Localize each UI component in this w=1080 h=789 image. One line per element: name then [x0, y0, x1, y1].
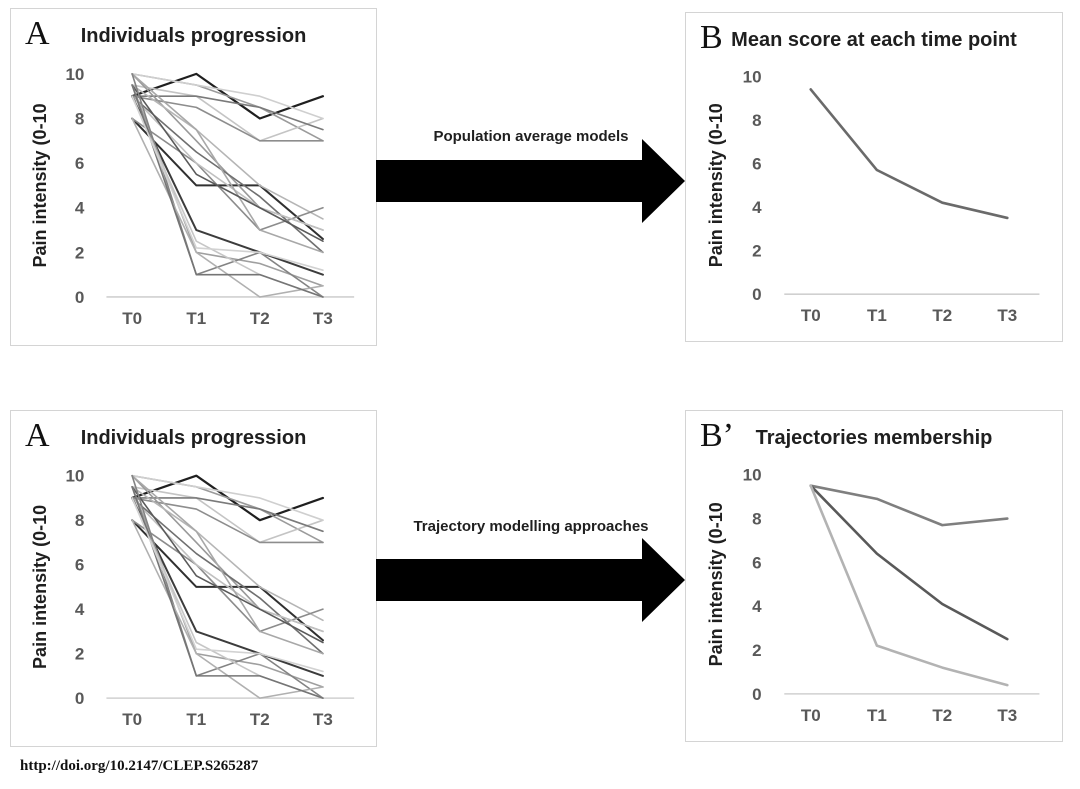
- y-tick-label: 8: [752, 111, 761, 130]
- series-line: [809, 484, 1009, 527]
- x-tick-label: T1: [867, 706, 887, 725]
- y-tick-label: 8: [75, 511, 84, 530]
- y-tick-label: 4: [752, 198, 762, 217]
- series-line: [131, 117, 324, 298]
- series-line: [131, 95, 324, 276]
- panel-mean-score: B Mean score at each time point 0 2 4 6 8 10 T…: [685, 12, 1063, 342]
- y-tick-label: 2: [752, 641, 761, 660]
- x-tick-label: T0: [122, 710, 142, 729]
- x-tick-label: T0: [801, 306, 821, 325]
- x-tick-label: T0: [801, 706, 821, 725]
- panel-title: Trajectories membership: [755, 427, 993, 449]
- y-tick-label: 6: [75, 154, 84, 173]
- panel-trajectories: B’ Trajectories membership 0 2 4 6 8 10 T0 T1 T2…: [685, 410, 1063, 742]
- y-tick-label: 8: [75, 110, 84, 129]
- x-tick-label: T3: [997, 306, 1017, 325]
- panel-letter: B: [700, 19, 723, 56]
- spaghetti-line-chart: 0 2 4 6 8 10 T0 T1 T2 T3 Pain intensity (0-10: [30, 65, 355, 328]
- y-tick-label: 4: [75, 600, 85, 619]
- y-axis-title: Pain intensity (0-10: [706, 103, 726, 267]
- series-line: [131, 84, 324, 142]
- panel-title: Mean score at each time point: [731, 29, 1017, 51]
- trajectories-line-chart: 0 2 4 6 8 10 T0 T1 T2 T3 Pain intensity (0-10: [706, 466, 1040, 725]
- series-line: [809, 484, 1009, 687]
- series-line: [131, 496, 324, 677]
- arrow-label: Population average models: [433, 128, 629, 145]
- y-tick-label: 10: [743, 466, 762, 485]
- y-tick-label: 2: [752, 242, 761, 261]
- panel-letter: B’: [700, 417, 734, 454]
- y-tick-label: 2: [75, 243, 84, 262]
- right-arrow-icon: [376, 139, 685, 223]
- arrow-population-average: Population average models: [376, 128, 686, 228]
- series-line: [131, 486, 324, 699]
- series-line: [131, 474, 324, 655]
- series-line: [131, 474, 324, 521]
- y-tick-label: 2: [75, 645, 84, 664]
- y-tick-label: 0: [752, 285, 761, 304]
- series-line: [131, 486, 324, 622]
- series-line: [131, 73, 324, 254]
- y-tick-label: 0: [752, 685, 761, 704]
- series-line: [131, 519, 324, 699]
- panel-individuals-top: A Individuals progression 0 2 4 6 8 10 T0 T1 T2 T…: [10, 8, 377, 346]
- x-tick-label: T0: [122, 309, 142, 328]
- x-tick-label: T1: [186, 710, 206, 729]
- series-line: [131, 73, 324, 298]
- panel-title: Individuals progression: [80, 25, 307, 47]
- y-tick-label: 6: [752, 154, 761, 173]
- series-line: [131, 95, 324, 272]
- y-tick-label: 10: [743, 67, 762, 86]
- x-tick-label: T2: [932, 306, 952, 325]
- x-tick-label: T3: [997, 706, 1017, 725]
- series-line: [131, 84, 324, 220]
- series-line: [131, 474, 324, 633]
- y-axis-title: Pain intensity (0-10: [706, 502, 726, 666]
- arrow-label: Trajectory modelling approaches: [413, 518, 649, 535]
- series-line: [809, 484, 1009, 641]
- y-tick-label: 10: [65, 467, 84, 486]
- y-axis-title: Pain intensity (0-10: [30, 103, 50, 267]
- x-tick-label: T2: [250, 710, 270, 729]
- x-tick-label: T2: [932, 706, 952, 725]
- right-arrow-icon: [376, 538, 685, 622]
- panel-letter: A: [25, 417, 50, 454]
- mean-line-chart: 0 2 4 6 8 10 T0 T1 T2 T3 Pain intensity (0-10: [706, 67, 1040, 325]
- panel-individuals-bottom: A Individuals progression 0 2 4 6 8 10 T0 T1 T2 T…: [10, 410, 377, 747]
- series-line: [131, 474, 324, 699]
- series-line: [131, 486, 324, 544]
- spaghetti-line-chart: 0 2 4 6 8 10 T0 T1 T2 T3 Pain intensity (0-10: [30, 467, 355, 729]
- x-tick-label: T3: [313, 710, 333, 729]
- series-line: [131, 95, 324, 131]
- y-tick-label: 4: [75, 199, 85, 218]
- y-tick-label: 0: [75, 689, 84, 708]
- series-line: [131, 497, 324, 673]
- y-tick-label: 4: [752, 597, 762, 616]
- x-tick-label: T1: [186, 309, 206, 328]
- x-tick-label: T2: [250, 309, 270, 328]
- series-line: [131, 73, 324, 120]
- arrow-trajectory-modelling: Trajectory modelling approaches: [376, 518, 686, 622]
- series-line: [809, 88, 1009, 220]
- y-tick-label: 6: [75, 556, 84, 575]
- x-tick-label: T1: [867, 306, 887, 325]
- doi-text: http://doi.org/10.2147/CLEP.S265287: [20, 758, 259, 774]
- series-line: [131, 497, 324, 533]
- series-line: [131, 84, 324, 298]
- y-tick-label: 8: [752, 510, 761, 529]
- series-line: [131, 84, 324, 243]
- y-tick-label: 10: [65, 65, 84, 84]
- y-axis-title: Pain intensity (0-10: [30, 505, 50, 669]
- y-tick-label: 0: [75, 288, 84, 307]
- series-line: [131, 73, 324, 231]
- y-tick-label: 6: [752, 553, 761, 572]
- series-line: [131, 486, 324, 644]
- panel-letter: A: [25, 15, 50, 52]
- x-tick-label: T3: [313, 309, 333, 328]
- panel-title: Individuals progression: [80, 427, 307, 449]
